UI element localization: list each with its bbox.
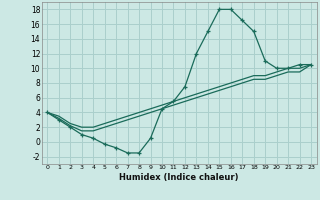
X-axis label: Humidex (Indice chaleur): Humidex (Indice chaleur) bbox=[119, 173, 239, 182]
